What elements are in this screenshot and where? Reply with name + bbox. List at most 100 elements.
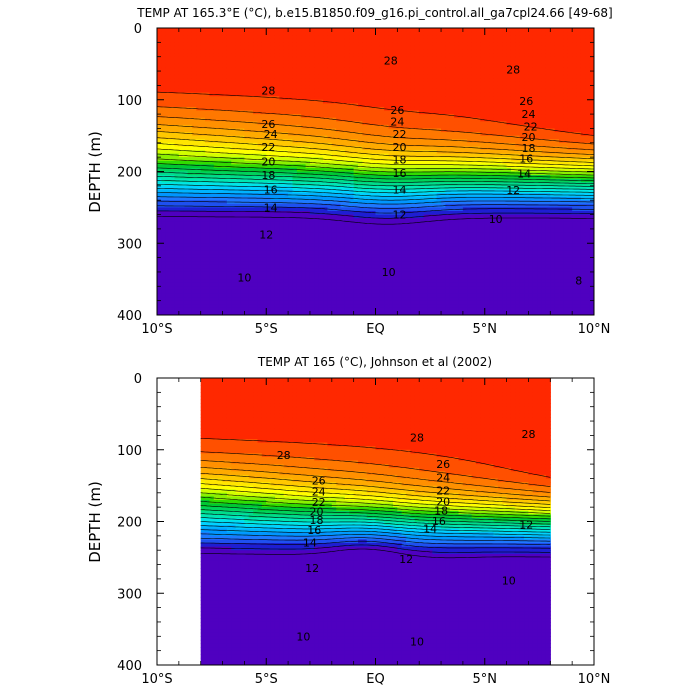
field-cell [362, 182, 368, 187]
field-cell [340, 49, 346, 54]
field-cell [406, 282, 412, 287]
field-cell [274, 96, 280, 101]
field-cell [244, 63, 250, 69]
field-cell [279, 160, 285, 165]
field-cell [261, 207, 267, 212]
field-cell [344, 85, 350, 90]
field-cell [371, 45, 377, 51]
field-cell [327, 103, 333, 108]
field-cell [213, 114, 219, 119]
field-cell [397, 110, 403, 115]
field-cell [257, 254, 263, 259]
field-cell [231, 128, 237, 133]
field-cell [248, 53, 254, 58]
field-cell [266, 225, 272, 230]
field-cell [392, 189, 398, 194]
field-cell [187, 88, 193, 94]
field-cell [375, 35, 381, 40]
field-cell [161, 243, 167, 248]
field-cell [427, 60, 433, 65]
field-cell [235, 121, 241, 126]
field-cell [406, 203, 412, 208]
field-cell [200, 121, 206, 126]
field-cell [318, 304, 324, 309]
field-cell [279, 286, 285, 291]
field-cell [213, 185, 219, 191]
field-cell [253, 92, 259, 97]
field-cell [283, 121, 289, 126]
field-cell [419, 106, 425, 112]
field-cell [323, 250, 329, 255]
field-cell [274, 132, 280, 137]
field-cell [296, 268, 302, 273]
field-cell [340, 236, 346, 241]
field-cell [174, 139, 180, 144]
field-cell [340, 67, 346, 72]
field-cell [191, 60, 197, 65]
field-cell [358, 31, 363, 36]
field-cell [226, 182, 232, 187]
field-cell [318, 114, 324, 119]
field-cell [244, 289, 250, 295]
field-cell [375, 67, 381, 72]
field-cell [392, 225, 398, 230]
field-cell [301, 128, 307, 133]
field-cell [392, 164, 398, 169]
field-cell [414, 232, 420, 237]
field-cell [283, 232, 289, 237]
field-cell [323, 200, 329, 205]
field-cell [222, 171, 228, 176]
field-cell [187, 135, 193, 140]
field-cell [288, 63, 294, 69]
field-cell [388, 214, 394, 219]
field-cell [270, 114, 276, 119]
field-cell [349, 139, 355, 144]
field-cell [209, 53, 215, 58]
field-cell [423, 185, 429, 191]
field-cell [244, 53, 250, 58]
field-cell [406, 71, 412, 76]
field-cell [323, 78, 329, 83]
field-cell [318, 88, 324, 94]
field-cell [366, 35, 372, 40]
field-cell [305, 56, 311, 61]
field-cell [213, 96, 219, 101]
field-cell [235, 49, 241, 54]
field-cell [157, 60, 162, 65]
field-cell [397, 200, 403, 205]
field-cell [187, 106, 193, 112]
field-cell [235, 304, 241, 309]
field-cell [226, 207, 232, 212]
field-cell [174, 56, 180, 61]
field-cell [423, 149, 429, 155]
field-cell [283, 175, 289, 180]
field-cell [174, 304, 180, 309]
field-cell [283, 239, 289, 244]
field-cell [266, 232, 272, 237]
field-cell [423, 182, 429, 187]
field-cell [340, 92, 346, 97]
field-cell [366, 178, 372, 183]
field-cell [266, 289, 272, 295]
field-cell [340, 264, 346, 269]
field-cell [248, 210, 254, 216]
field-cell [384, 261, 390, 266]
field-cell [270, 71, 276, 76]
field-cell [336, 196, 342, 201]
field-cell [244, 225, 250, 230]
field-cell [213, 38, 219, 43]
field-cell [200, 196, 206, 201]
field-cell [231, 239, 237, 244]
field-cell [397, 193, 403, 198]
field-cell [362, 157, 368, 162]
field-cell [161, 99, 167, 104]
field-cell [371, 297, 377, 302]
field-cell [327, 31, 333, 36]
field-cell [235, 182, 241, 187]
field-cell [301, 99, 307, 104]
field-cell [419, 160, 425, 165]
field-cell [292, 264, 298, 269]
field-cell [288, 239, 294, 244]
field-cell [305, 268, 311, 273]
field-cell [274, 56, 280, 61]
